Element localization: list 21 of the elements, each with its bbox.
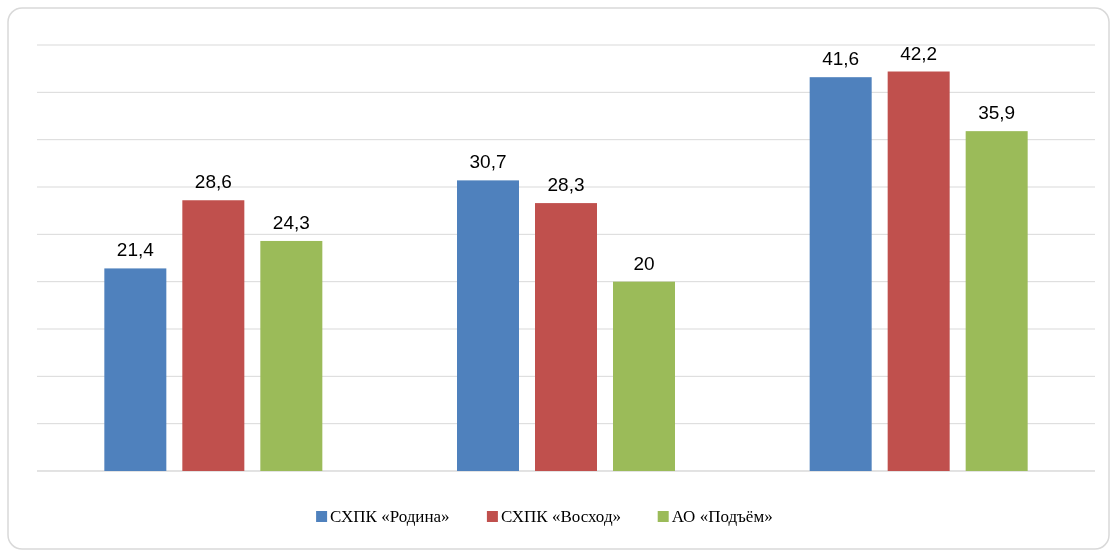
legend-label: СХПК «Родина» [330, 507, 450, 526]
bar [182, 200, 245, 471]
data-label: 35,9 [978, 102, 1016, 124]
bar [613, 281, 675, 471]
bar [887, 71, 950, 471]
data-label: 28,6 [194, 171, 232, 193]
bar [965, 131, 1028, 471]
legend-label: АО «Подъём» [671, 507, 773, 526]
data-label: 41,6 [822, 48, 860, 70]
bar [535, 203, 597, 471]
data-label: 42,2 [900, 42, 938, 64]
bar [457, 180, 519, 471]
data-label: 24,3 [272, 211, 310, 233]
legend-label: СХПК «Восход» [500, 507, 622, 526]
bar [260, 240, 323, 471]
data-label: 30,7 [469, 151, 507, 173]
bar [104, 268, 167, 471]
data-label: 20 [633, 252, 655, 274]
bar [809, 77, 872, 471]
data-label: 21,4 [116, 239, 155, 261]
data-label: 28,3 [547, 174, 585, 196]
